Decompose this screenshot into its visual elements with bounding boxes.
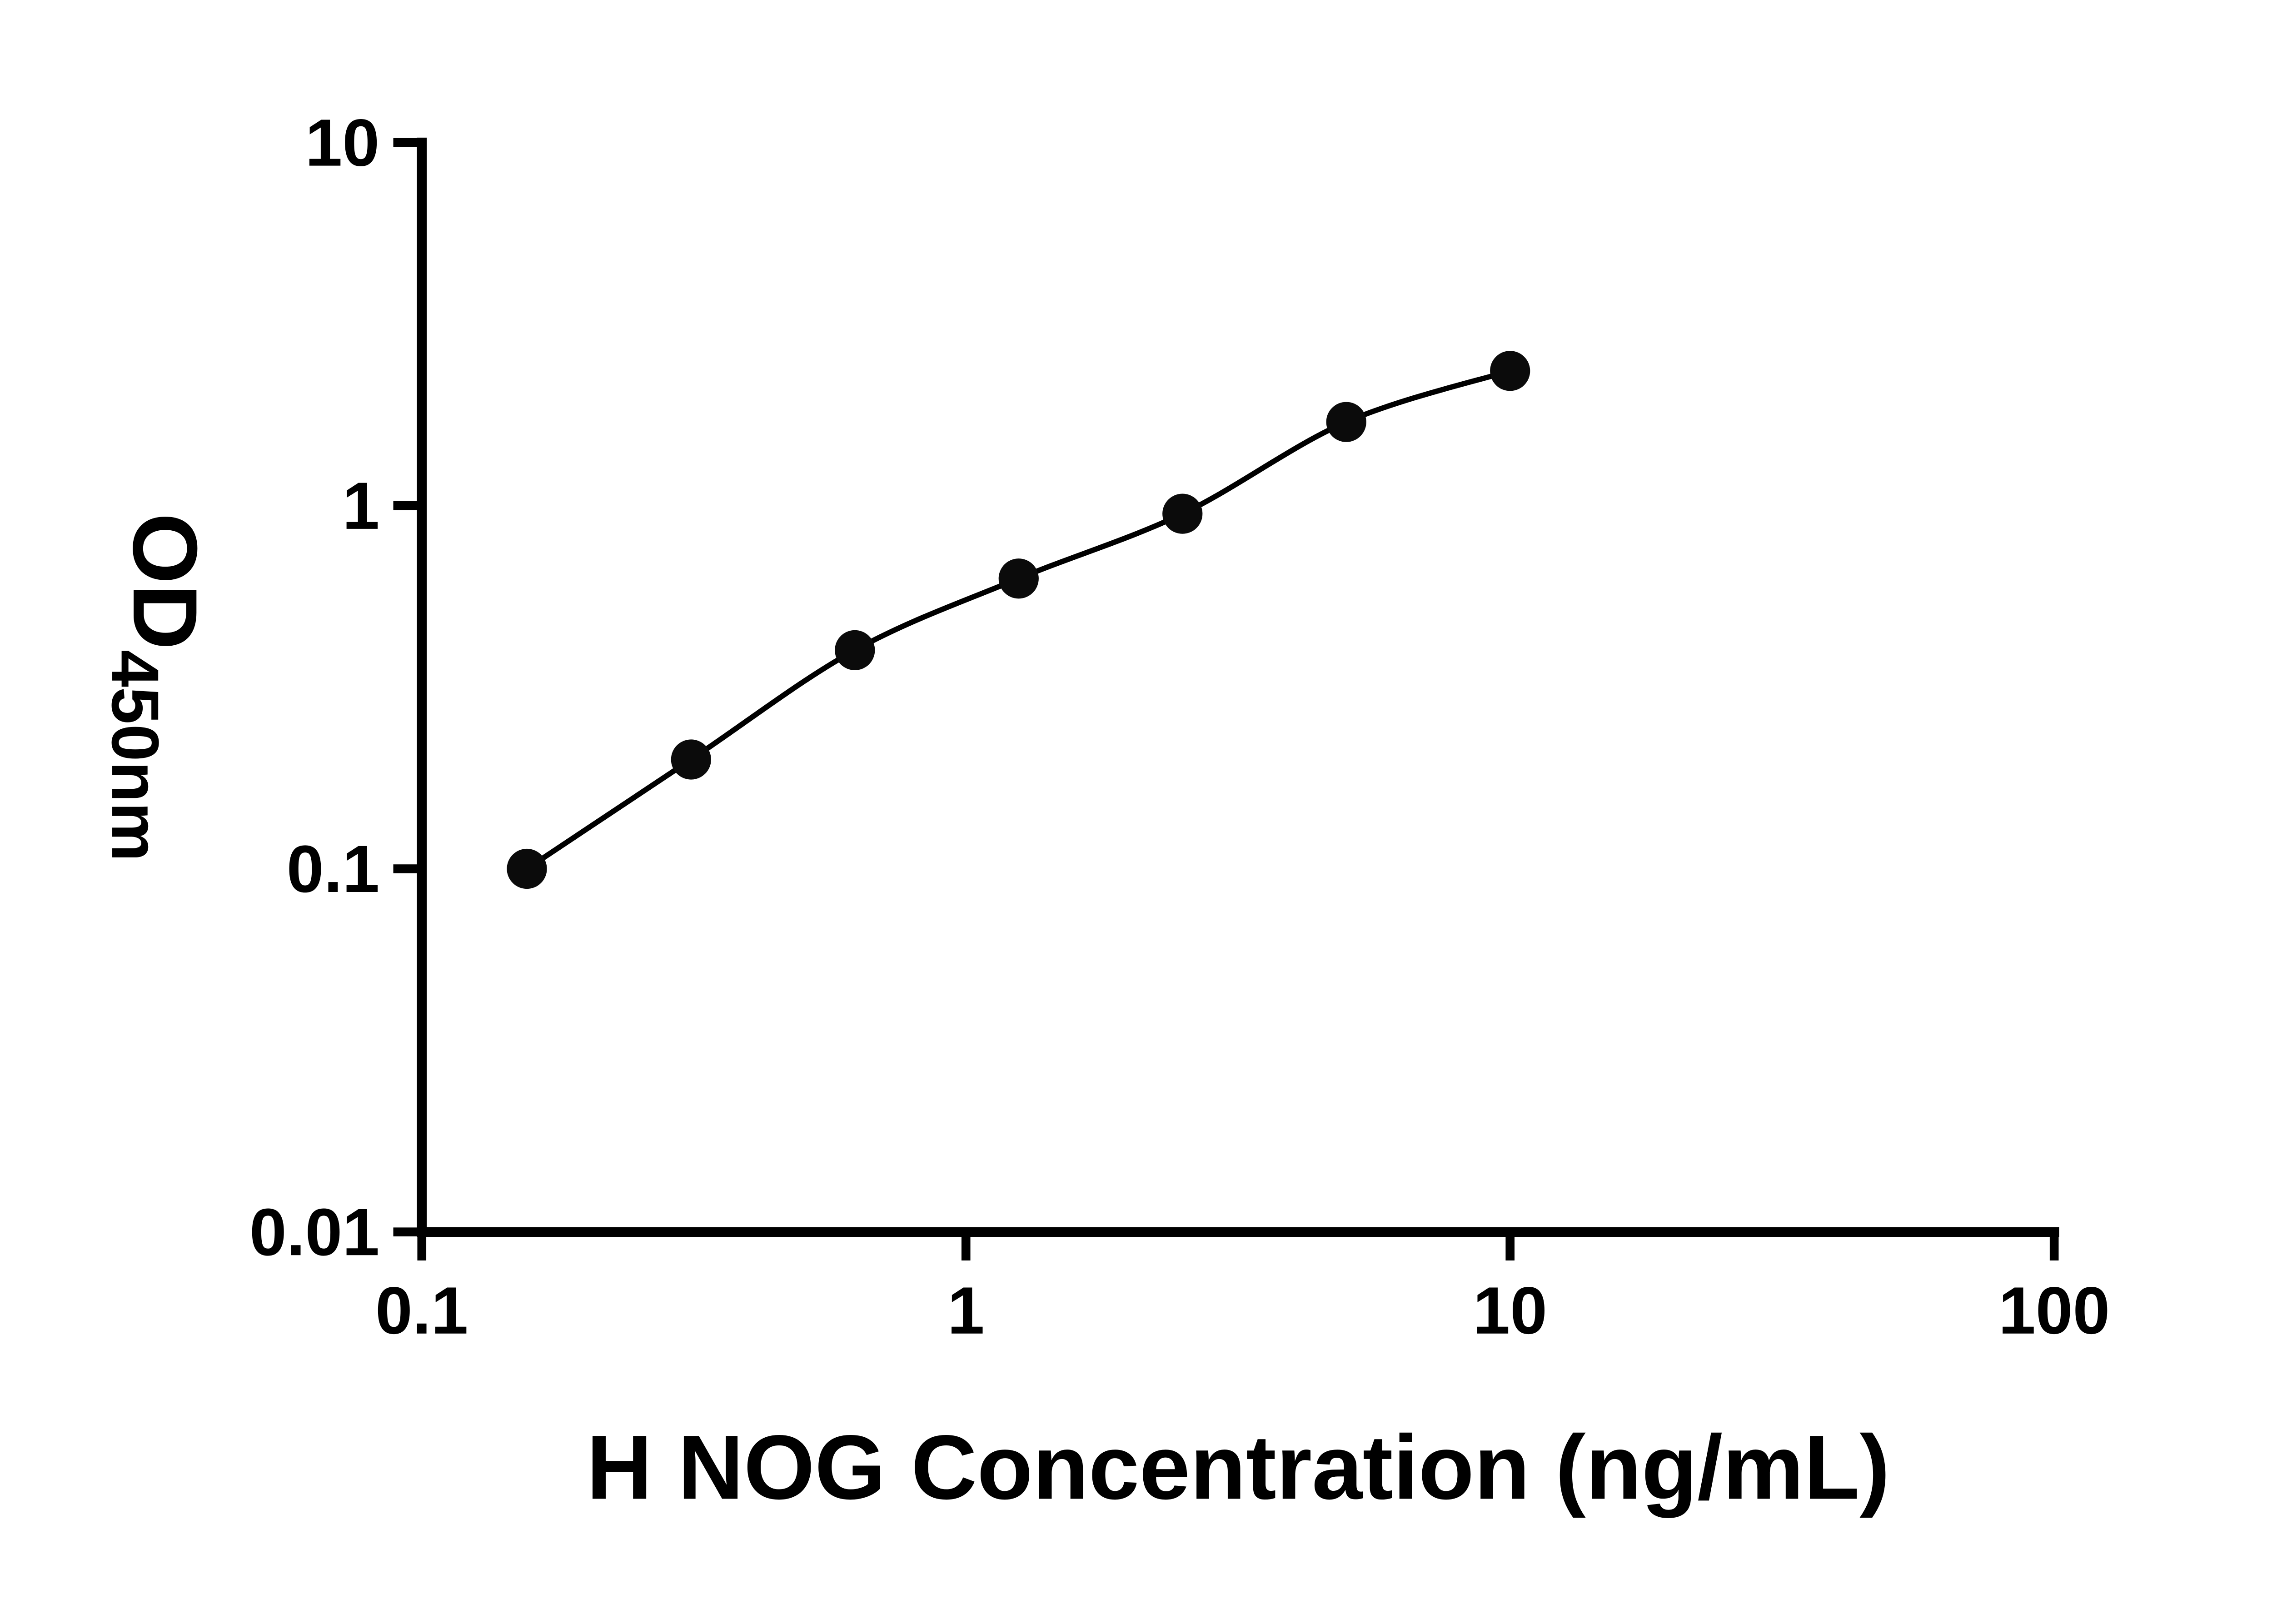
data-point xyxy=(671,739,711,780)
x-tick-label: 1 xyxy=(947,1274,985,1348)
y-tick-label: 0.01 xyxy=(249,1195,379,1270)
y-tick-label: 0.1 xyxy=(287,832,379,907)
data-point xyxy=(507,848,547,889)
x-axis-title: H NOG Concentration (ng/mL) xyxy=(587,1416,1890,1518)
x-tick-label: 0.1 xyxy=(375,1274,468,1348)
y-axis-title-main: OD xyxy=(114,513,216,650)
y-tick-label: 1 xyxy=(342,469,379,543)
x-tick-label: 100 xyxy=(1998,1274,2110,1348)
y-tick-label: 10 xyxy=(305,106,380,180)
y-axis-title-subscript: 450nm xyxy=(98,650,172,862)
x-tick-label: 10 xyxy=(1473,1274,1547,1348)
fit-curve xyxy=(525,368,1511,871)
data-point xyxy=(1490,351,1530,391)
data-point xyxy=(998,558,1039,599)
data-point xyxy=(1326,402,1366,442)
data-point xyxy=(835,630,875,670)
y-axis-title: OD450nm xyxy=(98,513,216,862)
data-point xyxy=(1162,493,1203,534)
